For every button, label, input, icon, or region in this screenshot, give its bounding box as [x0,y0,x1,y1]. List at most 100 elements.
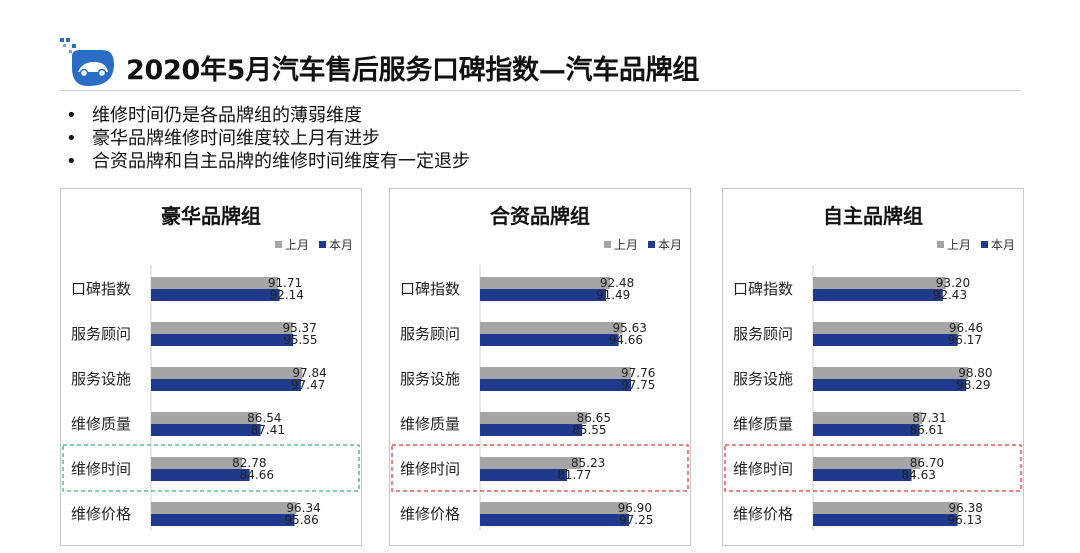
legend-label: 上月 [947,238,971,252]
legend-swatch [648,241,655,248]
bar [813,334,958,346]
chart-panel-luxury: 豪华品牌组 本月 上月 口碑指数 91.71 92.14 服务顾问 95.37 95.55 服务设… [60,188,362,546]
data-label: 86.54 [247,411,281,425]
legend-swatch [604,241,611,248]
data-label: 97.75 [621,378,655,392]
data-label: 94.66 [609,333,643,347]
data-label: 81.77 [557,468,591,482]
bar [480,514,629,526]
category-label: 服务设施 [733,370,793,388]
legend-label: 本月 [991,238,1015,252]
bullet-item: • 维修时间仍是各品牌组的薄弱维度 [66,105,362,126]
bullet-text: 合资品牌和自主品牌的维修时间维度有一定退步 [92,151,470,172]
highlight-box [724,444,1022,492]
data-label: 92.48 [600,276,634,290]
data-label: 84.63 [902,468,936,482]
chart-title: 合资品牌组 [490,204,590,228]
data-label: 92.43 [933,288,967,302]
brand-logo-icon [60,38,114,86]
chart-panel-domestic: 自主品牌组 本月 上月 口碑指数 93.20 92.43 服务顾问 96.46 96.17 服务设… [722,188,1024,546]
category-label: 维修价格 [400,505,460,523]
bar [480,457,581,469]
bar [480,424,583,436]
category-label: 服务设施 [71,370,131,388]
data-label: 92.14 [270,288,304,302]
bar [480,289,606,301]
bar [813,322,959,334]
data-label: 96.13 [948,513,982,527]
bar [813,367,969,379]
legend-swatch [937,241,944,248]
bar [813,277,946,289]
chart-panel-joint-venture: 合资品牌组 本月 上月 口碑指数 92.48 91.49 服务顾问 95.63 94.66 服务设… [389,188,691,546]
bar [813,502,959,514]
legend-swatch [275,241,282,248]
data-label: 86.70 [910,456,944,470]
bar [480,502,628,514]
data-label: 95.86 [284,513,318,527]
data-label: 95.55 [283,333,317,347]
bar [813,379,967,391]
bar [151,322,293,334]
data-label: 82.78 [232,456,266,470]
bar [813,412,923,424]
bar [813,514,958,526]
bar [813,424,920,436]
bullet-list: • 维修时间仍是各品牌组的薄弱维度 • 豪华品牌维修时间维度较上月有进步 • 合资品牌… [66,104,470,173]
bar [151,502,297,514]
data-label: 95.63 [613,321,647,335]
bar [480,379,631,391]
data-label: 98.29 [956,378,990,392]
bar [151,367,303,379]
data-label: 87.31 [912,411,946,425]
category-label: 口碑指数 [400,280,460,298]
page-title: 2020年5月汽车售后服务口碑指数—汽车品牌组 [126,55,700,86]
bar [480,322,623,334]
data-label: 95.37 [282,321,316,335]
data-label: 86.65 [577,411,611,425]
category-label: 维修质量 [733,415,793,433]
bar [813,457,920,469]
bullet-text: 豪华品牌维修时间维度较上月有进步 [92,128,380,149]
data-label: 97.25 [619,513,653,527]
bar [813,289,943,301]
legend-label: 上月 [614,238,638,252]
data-label: 96.38 [949,501,983,515]
bullet-text: 维修时间仍是各品牌组的薄弱维度 [92,105,362,126]
category-label: 服务顾问 [71,325,131,343]
category-label: 维修质量 [400,415,460,433]
category-label: 服务顾问 [400,325,460,343]
legend-label: 本月 [658,238,682,252]
data-label: 85.55 [572,423,606,437]
bar [151,514,295,526]
data-label: 87.41 [251,423,285,437]
title-divider [60,90,1021,91]
bar [151,334,294,346]
category-label: 维修时间 [400,460,460,478]
bar [151,457,243,469]
legend-swatch [981,241,988,248]
bar [151,379,301,391]
data-label: 96.46 [949,321,983,335]
chart-title: 自主品牌组 [823,204,923,228]
category-label: 维修价格 [71,505,131,523]
legend-swatch [319,241,326,248]
data-label: 91.71 [268,276,302,290]
bar [480,334,619,346]
highlight-box [391,444,689,492]
category-label: 维修价格 [733,505,793,523]
bar [813,469,912,481]
bar [151,424,261,436]
data-label: 86.61 [909,423,943,437]
category-label: 维修时间 [71,460,131,478]
legend-label: 上月 [285,238,309,252]
bar [151,469,250,481]
bullet-item: • 豪华品牌维修时间维度较上月有进步 [66,128,380,149]
bar [480,277,610,289]
data-label: 97.84 [292,366,326,380]
category-label: 口碑指数 [71,280,131,298]
category-label: 维修质量 [71,415,131,433]
